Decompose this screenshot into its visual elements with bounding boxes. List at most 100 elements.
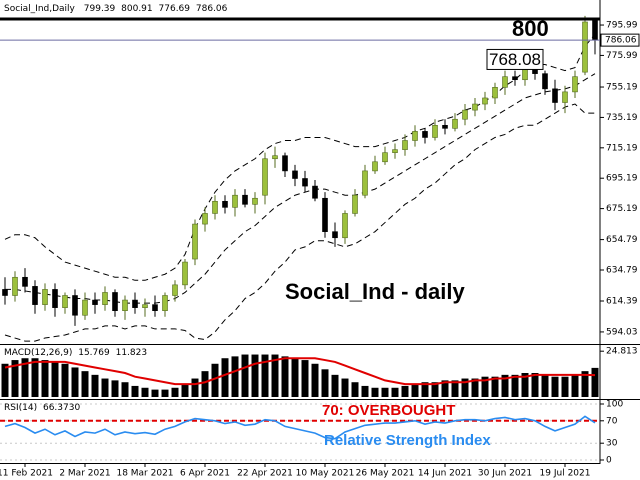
macd-bar [101,378,109,397]
candle-body [302,178,308,187]
high-value: 800.91 [121,4,153,14]
macd-bar [531,373,539,397]
macd-bar [121,382,129,397]
macd-bar [311,363,319,397]
x-tick-label: 14 Jun 2021 [418,469,472,479]
x-tick-label: 2 Mar 2021 [59,469,110,479]
rsi-annotation: Relative Strength Index [324,432,491,449]
candle-body [562,91,568,103]
candle-body [492,87,498,99]
candle-body [282,155,288,172]
macd-bar [371,387,379,397]
macd-bar [441,380,449,397]
chart-title: Social_Ind,Daily [4,4,76,14]
x-tick-label: 19 Jul 2021 [540,469,591,479]
x-tick-label: 22 Apr 2021 [237,469,293,479]
macd-bar [331,374,339,397]
candle-body [312,185,318,199]
candle-body [272,155,278,160]
macd-bar [451,380,459,397]
candle-body [292,170,298,179]
macd-bar [461,378,469,397]
y-tick-label: 594.03 [606,327,638,337]
x-tick-label: 26 May 2021 [356,469,415,479]
candle-body [92,299,98,305]
candle-body [212,200,218,214]
candle-body [592,19,598,41]
candle-body [22,276,28,287]
candle-body [572,76,578,93]
x-tick-label: 11 Feb 2021 [0,469,53,479]
candle-body [232,194,238,208]
candle-body [102,292,108,305]
macd-bar [591,367,599,397]
macd-bar [21,358,29,397]
macd-bar [321,369,329,397]
macd-bar [151,389,159,397]
close-value: 786.06 [196,4,228,14]
y-tick-label: 735.19 [606,113,638,123]
candle-body [122,299,128,311]
candle-body [452,118,458,129]
candle-body [342,213,348,239]
rsi-header: RSI(14) 66.3730 [4,403,80,413]
y-tick-label: 24.813 [606,347,638,357]
candle-body [442,125,448,129]
macd-bar [211,363,219,397]
macd-bar [111,380,119,397]
current-price-box [600,33,640,47]
macd-bar [561,376,569,397]
macd-bar [471,378,479,397]
macd-bar [141,387,149,397]
macd-bar [191,378,199,397]
candle-body [422,131,428,138]
candle-body [332,231,338,239]
candle-body [322,197,328,232]
rsi-title: RSI(14) [4,403,37,413]
candle-body [72,295,78,316]
candle-body [582,21,588,73]
macd-bar [81,371,89,397]
high-label-box [486,48,544,70]
candle-body [182,261,188,286]
candle-body [172,284,178,296]
candle-body [82,299,88,316]
macd-bar [1,363,9,397]
candle-body [472,103,478,111]
candle-body [552,88,558,103]
macd-title: MACD(12,26,9) [4,348,72,358]
y-tick-label: 715.19 [606,143,638,153]
macd-header: MACD(12,26,9) 15.769 11.823 [4,348,147,358]
macd-bar [261,354,269,397]
macd-bar [251,354,259,397]
macd-bar [391,387,399,397]
macd-bar [571,374,579,397]
y-tick-label: 30 [606,439,618,449]
macd-bar [301,360,309,397]
y-tick-label: 70 [606,416,618,426]
macd-bar [71,367,79,397]
macd-bar [351,382,359,397]
candle-body [142,304,148,308]
candle-body [192,223,198,260]
band-line [4,103,595,342]
candle-body [382,152,388,163]
candle-body [242,194,248,205]
y-tick-label: 100 [606,400,623,410]
candle-body [32,286,38,305]
y-tick-label: 775.99 [606,51,638,61]
chart-annotation: Social_Ind - daily [285,279,465,304]
macd-bar [171,387,179,397]
x-tick-label: 10 May 2021 [296,469,355,479]
candle-body [392,149,398,153]
y-tick-label: 654.79 [606,235,638,245]
macd-bar [41,360,49,397]
candle-body [152,304,158,311]
macd-bar [91,374,99,397]
macd-bar [411,384,419,397]
candle-body [462,109,468,120]
macd-bar [361,385,369,397]
candle-body [512,76,518,81]
macd-bar [481,376,489,397]
